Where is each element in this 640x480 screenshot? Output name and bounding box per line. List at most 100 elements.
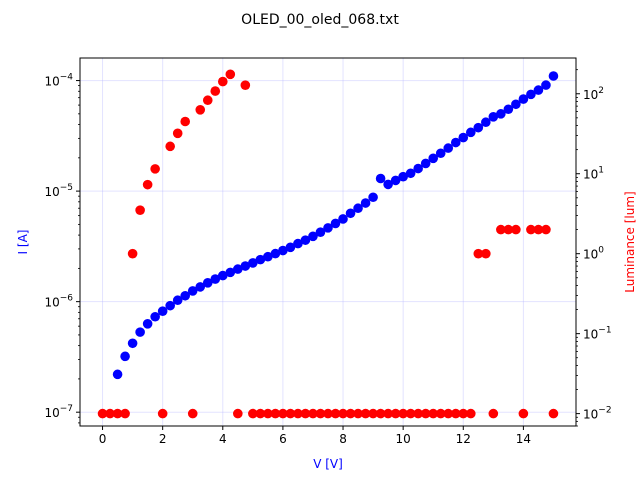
current-point bbox=[142, 319, 153, 329]
luminance-point bbox=[248, 408, 258, 419]
current-point bbox=[390, 175, 401, 186]
luminance-point bbox=[353, 408, 363, 419]
luminance-point bbox=[263, 408, 273, 419]
luminance-point bbox=[518, 408, 529, 419]
luminance-point bbox=[360, 408, 371, 419]
luminance-point bbox=[533, 224, 544, 235]
luminance-point bbox=[112, 408, 123, 419]
x-tick-label: 14 bbox=[516, 432, 531, 446]
current-point bbox=[120, 351, 130, 362]
current-point bbox=[315, 227, 326, 237]
current-point bbox=[375, 173, 386, 184]
current-point bbox=[518, 94, 529, 104]
y-left-tick-label: 10−7 bbox=[44, 404, 73, 420]
current-point bbox=[180, 290, 191, 301]
current-point bbox=[165, 300, 175, 311]
x-tick-label: 2 bbox=[159, 432, 167, 446]
luminance-point bbox=[465, 408, 476, 419]
luminance-point bbox=[526, 224, 536, 235]
current-point bbox=[420, 158, 431, 169]
current-point bbox=[150, 311, 160, 322]
y-axis-left-label: I [A] bbox=[16, 230, 30, 255]
luminance-point bbox=[330, 408, 341, 419]
current-point bbox=[293, 238, 303, 249]
x-tick-label: 10 bbox=[396, 432, 411, 446]
luminance-point bbox=[105, 408, 115, 419]
x-axis: 0 2 4 6 8 10 12 14 bbox=[99, 426, 531, 446]
current-point bbox=[248, 258, 258, 268]
current-point bbox=[323, 223, 333, 233]
y-right-tick-label: 10−2 bbox=[583, 406, 612, 422]
current-point bbox=[112, 369, 123, 380]
current-point bbox=[541, 80, 551, 90]
current-point bbox=[308, 231, 318, 242]
current-point bbox=[233, 264, 243, 274]
current-point bbox=[465, 127, 476, 138]
current-point bbox=[195, 282, 206, 292]
luminance-point bbox=[345, 408, 356, 419]
current-point bbox=[398, 171, 408, 182]
current-point bbox=[353, 203, 363, 214]
current-point bbox=[345, 208, 356, 219]
current-point bbox=[330, 218, 341, 229]
luminance-point bbox=[278, 408, 288, 419]
luminance-point bbox=[315, 408, 326, 419]
current-point bbox=[210, 274, 221, 284]
x-axis-label: V [V] bbox=[313, 457, 343, 471]
luminance-point bbox=[97, 408, 108, 419]
y-left-tick-label: 10−5 bbox=[44, 183, 73, 199]
current-point bbox=[270, 248, 281, 259]
x-tick-label: 4 bbox=[219, 432, 227, 446]
chart-title: OLED_00_oled_068.txt bbox=[241, 12, 399, 28]
current-point bbox=[202, 278, 213, 288]
current-point bbox=[450, 137, 461, 148]
current-point bbox=[473, 122, 484, 133]
current-point bbox=[368, 192, 378, 203]
current-point bbox=[428, 153, 439, 164]
x-tick-label: 8 bbox=[339, 432, 347, 446]
current-point bbox=[172, 295, 183, 306]
luminance-point bbox=[135, 205, 145, 215]
current-point bbox=[127, 338, 138, 349]
luminance-point bbox=[142, 179, 153, 190]
plot-frame bbox=[79, 57, 577, 427]
luminance-point bbox=[375, 408, 386, 419]
luminance-point bbox=[398, 408, 408, 419]
luminance-point bbox=[225, 69, 236, 80]
y-right-tick-label: 102 bbox=[583, 86, 604, 102]
luminance-point bbox=[428, 408, 439, 419]
current-point bbox=[278, 245, 288, 256]
luminance-point bbox=[308, 408, 318, 419]
x-tick-label: 0 bbox=[99, 432, 107, 446]
luminance-point bbox=[481, 248, 491, 259]
luminance-point bbox=[496, 224, 506, 235]
current-point bbox=[458, 132, 469, 143]
current-point bbox=[285, 242, 296, 253]
luminance-point bbox=[157, 408, 168, 419]
luminance-point bbox=[368, 408, 378, 419]
current-point bbox=[526, 89, 536, 100]
luminance-point bbox=[405, 408, 416, 419]
luminance-point bbox=[217, 76, 228, 87]
y-left-tick-label: 10−4 bbox=[44, 73, 73, 89]
luminance-point bbox=[443, 408, 454, 419]
luminance-point bbox=[338, 408, 348, 419]
current-point bbox=[533, 85, 544, 95]
current-point bbox=[360, 198, 371, 208]
current-point bbox=[435, 148, 446, 159]
x-tick-label: 6 bbox=[279, 432, 287, 446]
current-point bbox=[383, 179, 393, 190]
current-point bbox=[217, 270, 228, 281]
luminance-point bbox=[187, 408, 198, 419]
luminance-point bbox=[488, 408, 499, 419]
luminance-point bbox=[293, 408, 303, 419]
current-point bbox=[263, 251, 273, 262]
current-point bbox=[225, 267, 236, 278]
y-axis-right: 10−2 10−1 100 101 102 bbox=[576, 69, 612, 427]
y-axis-right-label: Luminance [lum] bbox=[623, 191, 637, 292]
luminance-point bbox=[473, 248, 484, 259]
current-point bbox=[496, 109, 506, 119]
current-point bbox=[405, 168, 416, 179]
luminance-point bbox=[165, 141, 175, 152]
luminance-point bbox=[195, 105, 206, 115]
